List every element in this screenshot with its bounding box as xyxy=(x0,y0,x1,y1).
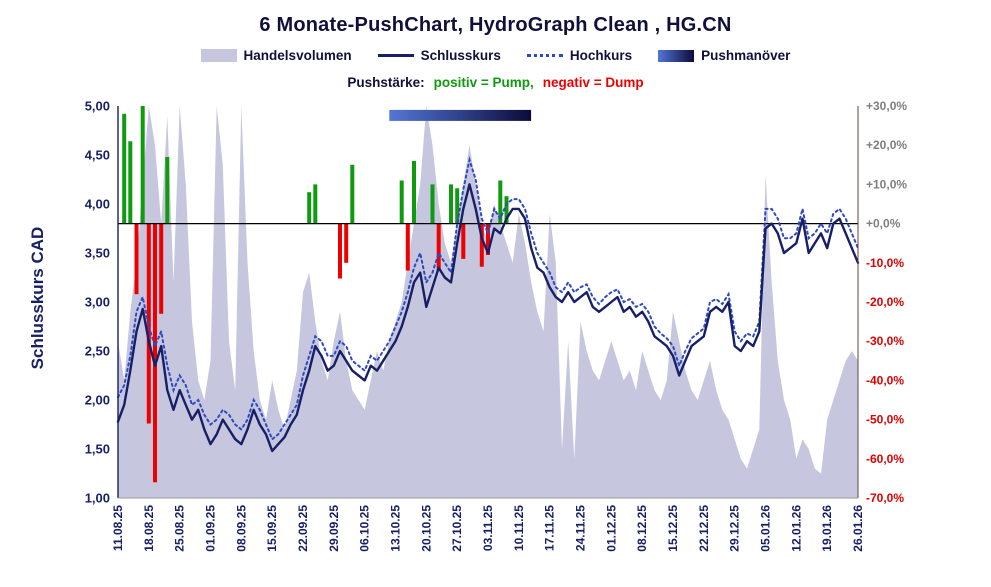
high-line-swatch-icon xyxy=(526,54,563,57)
close-line-swatch-icon xyxy=(377,54,414,57)
svg-text:08.09.25: 08.09.25 xyxy=(234,505,248,552)
svg-text:-20,0%: -20,0% xyxy=(866,295,904,309)
close-line xyxy=(116,183,860,453)
svg-text:-60,0%: -60,0% xyxy=(866,452,904,466)
svg-text:+20,0%: +20,0% xyxy=(866,138,907,152)
right-axis-ticks: +30,0% +20,0% +10,0% +0,0% -10,0% -20,0% -30,0… xyxy=(866,99,907,505)
push-band xyxy=(389,109,532,121)
svg-text:1,50: 1,50 xyxy=(85,442,110,457)
svg-text:11.08.25: 11.08.25 xyxy=(111,505,125,551)
svg-text:5,00: 5,00 xyxy=(85,99,110,114)
legend-item-pushmanoever: Pushmanöver xyxy=(658,48,790,63)
svg-text:-10,0%: -10,0% xyxy=(866,256,904,270)
svg-text:22.09.25: 22.09.25 xyxy=(296,505,310,552)
svg-text:22.12.25: 22.12.25 xyxy=(697,505,711,552)
high-line xyxy=(117,155,859,441)
svg-text:01.12.25: 01.12.25 xyxy=(604,505,618,552)
svg-text:10.11.25: 10.11.25 xyxy=(512,505,526,551)
svg-text:-70,0%: -70,0% xyxy=(866,491,904,505)
left-axis-ticks: 5,00 4,50 4,00 3,50 3,00 2,50 2,00 1,50 1,00 xyxy=(85,99,110,506)
svg-text:01.09.25: 01.09.25 xyxy=(204,505,218,552)
svg-text:17.11.25: 17.11.25 xyxy=(543,505,557,551)
chart-legend: Handelsvolumen Schlusskurs Hochkurs Push… xyxy=(0,48,991,63)
x-axis-ticks: 11.08.25 18.08.25 25.08.25 01.09.25 08.09.25… xyxy=(111,505,865,552)
svg-text:2,50: 2,50 xyxy=(85,344,110,359)
chart-title: 6 Monate-PushChart, HydroGraph Clean , H… xyxy=(259,14,732,36)
svg-text:13.10.25: 13.10.25 xyxy=(389,505,403,552)
push-band-swatch-icon xyxy=(658,49,695,62)
svg-text:18.08.25: 18.08.25 xyxy=(142,505,156,552)
svg-text:1,00: 1,00 xyxy=(85,491,110,506)
volume-area xyxy=(118,106,858,498)
pushstaerke-caption: Pushstärke: positiv = Pump, negativ = Dump xyxy=(0,75,991,90)
svg-text:-30,0%: -30,0% xyxy=(866,334,904,348)
svg-text:2,00: 2,00 xyxy=(85,393,110,408)
legend-item-hochkurs: Hochkurs xyxy=(526,48,633,63)
svg-text:+10,0%: +10,0% xyxy=(866,177,907,191)
svg-text:3,50: 3,50 xyxy=(85,246,110,261)
svg-text:25.08.25: 25.08.25 xyxy=(173,505,187,552)
svg-text:4,50: 4,50 xyxy=(85,148,110,163)
svg-text:03.11.25: 03.11.25 xyxy=(481,505,495,551)
chart-svg: 5,00 4,50 4,00 3,50 3,00 2,50 2,00 1,50 1,00 +30,… xyxy=(85,99,908,552)
legend-label-handelsvolumen: Handelsvolumen xyxy=(243,48,352,63)
svg-text:29.09.25: 29.09.25 xyxy=(327,505,341,552)
svg-text:06.10.25: 06.10.25 xyxy=(358,505,372,552)
svg-text:19.01.26: 19.01.26 xyxy=(820,505,834,552)
legend-item-handelsvolumen: Handelsvolumen xyxy=(200,48,352,63)
svg-text:3,00: 3,00 xyxy=(85,295,110,310)
svg-text:15.12.25: 15.12.25 xyxy=(666,505,680,552)
svg-text:26.01.26: 26.01.26 xyxy=(851,505,865,552)
svg-text:27.10.25: 27.10.25 xyxy=(450,505,464,552)
legend-label-schlusskurs: Schlusskurs xyxy=(420,48,501,63)
svg-text:+30,0%: +30,0% xyxy=(866,99,907,113)
svg-text:+0,0%: +0,0% xyxy=(866,217,901,231)
svg-text:4,00: 4,00 xyxy=(85,197,110,212)
legend-label-pushmanoever: Pushmanöver xyxy=(701,48,791,63)
price-volume-chart: 5,00 4,50 4,00 3,50 3,00 2,50 2,00 1,50 1,00 +30,… xyxy=(0,95,991,587)
svg-text:08.12.25: 08.12.25 xyxy=(635,505,649,552)
svg-text:20.10.25: 20.10.25 xyxy=(419,505,433,552)
pushstaerke-bars xyxy=(122,106,509,483)
caption-prefix: Pushstärke: xyxy=(347,75,425,90)
svg-text:12.01.26: 12.01.26 xyxy=(789,505,803,552)
svg-text:05.01.26: 05.01.26 xyxy=(759,505,773,552)
caption-pump: positiv = Pump, xyxy=(433,75,534,90)
legend-item-schlusskurs: Schlusskurs xyxy=(377,48,501,63)
caption-dump: negativ = Dump xyxy=(542,75,644,90)
svg-text:-50,0%: -50,0% xyxy=(866,413,904,427)
volume-swatch-icon xyxy=(200,49,237,62)
svg-text:29.12.25: 29.12.25 xyxy=(728,505,742,552)
legend-label-hochkurs: Hochkurs xyxy=(569,48,633,63)
svg-text:15.09.25: 15.09.25 xyxy=(265,505,279,552)
svg-text:24.11.25: 24.11.25 xyxy=(574,505,588,551)
svg-text:-40,0%: -40,0% xyxy=(866,373,904,387)
